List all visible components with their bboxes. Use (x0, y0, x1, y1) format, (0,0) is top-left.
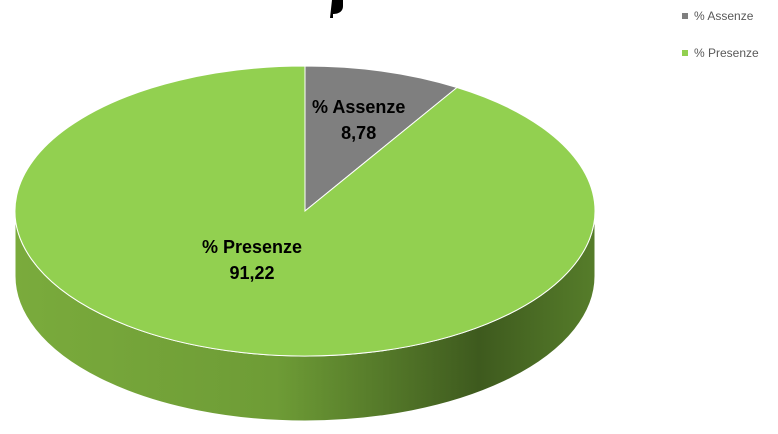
chart-title-fragment (330, 0, 343, 18)
legend-label-presenze: % Presenze (694, 46, 759, 60)
data-label-name-presenze: % Presenze (202, 237, 302, 257)
legend-swatch-assenze (682, 13, 688, 19)
pie-slice-presenze[interactable] (14, 65, 596, 357)
data-label-value-assenze: 8,78 (341, 123, 376, 143)
legend-item-assenze[interactable]: % Assenze (682, 9, 759, 23)
legend-swatch-presenze (682, 50, 688, 56)
legend-item-presenze[interactable]: % Presenze (682, 46, 759, 60)
pie-labels: % Assenze 8,78 % Presenze 91,22 (202, 97, 405, 283)
pie-slice-assenze[interactable] (304, 65, 459, 213)
data-label-name-assenze: % Assenze (312, 97, 405, 117)
pie-top-face (14, 65, 596, 357)
data-label-value-presenze: 91,22 (229, 263, 274, 283)
legend-label-assenze: % Assenze (694, 9, 754, 23)
legend: % Assenze % Presenze (682, 9, 759, 83)
